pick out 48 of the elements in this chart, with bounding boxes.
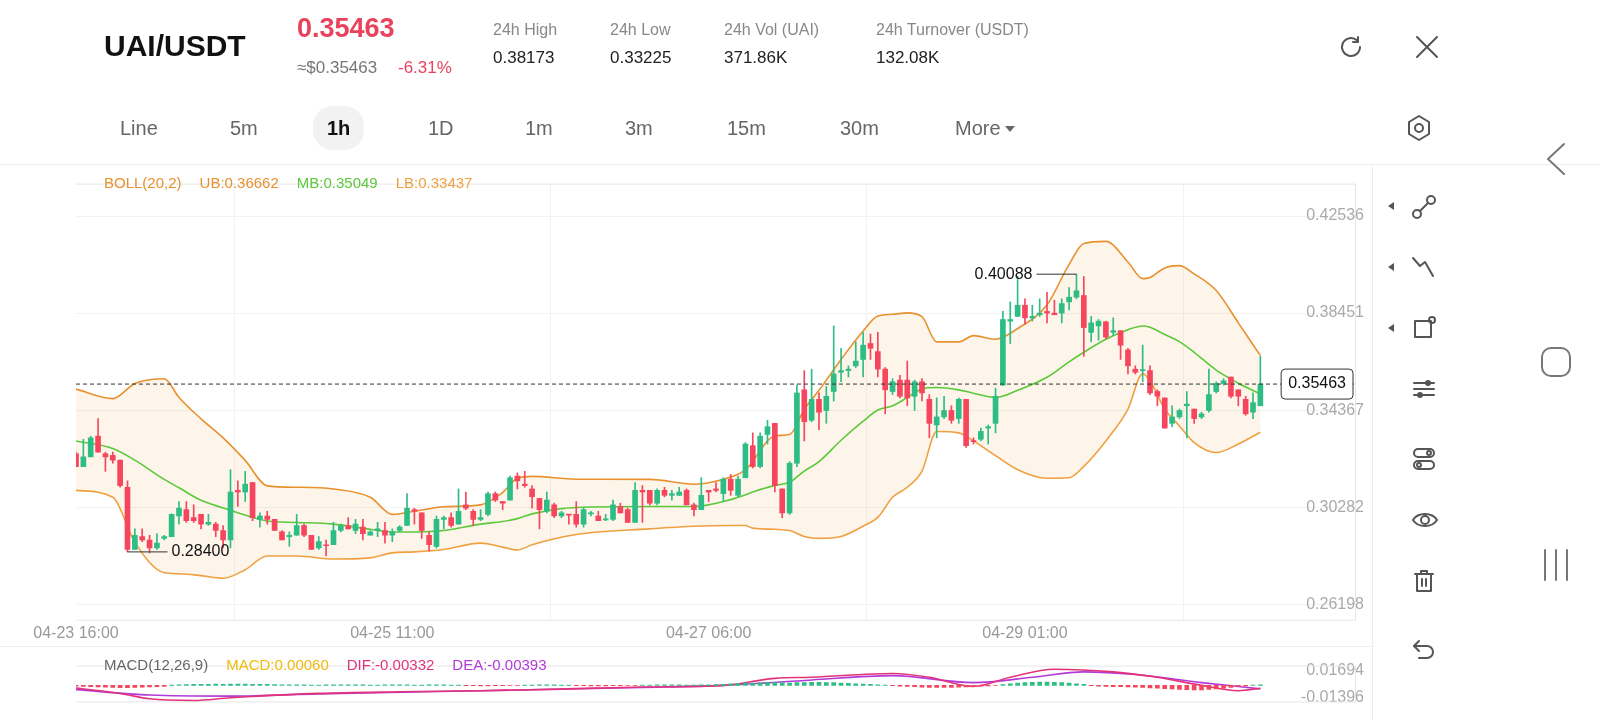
- text: 24h Turnover (USDT): [876, 20, 1029, 40]
- y-tick-label: 0.01694: [1306, 660, 1365, 678]
- candlestick: [161, 534, 168, 541]
- x-tick-label: 04-23 16:00: [33, 623, 119, 641]
- text: More: [955, 116, 1001, 140]
- candlestick: [838, 347, 844, 383]
- y-tick-label: 0.42536: [1306, 206, 1365, 224]
- candlestick: [440, 515, 447, 530]
- ref-line-label: 0.35463: [1288, 374, 1347, 392]
- text: 15m: [727, 116, 766, 140]
- annotation: 0.28400: [171, 542, 230, 560]
- text: 0.38173: [493, 48, 555, 69]
- y-tick-label: -0.01396: [1300, 688, 1365, 706]
- text: 5m: [230, 116, 258, 140]
- candlestick: [1161, 397, 1168, 429]
- text: Line: [120, 116, 158, 140]
- series-label: DEA:-0.00393: [452, 656, 547, 673]
- text: 0.35463: [297, 12, 395, 45]
- text: 0.33225: [610, 48, 672, 69]
- text: 371.86K: [724, 48, 788, 69]
- candlestick: [1110, 317, 1117, 336]
- legend-title: MACD(12,26,9): [104, 656, 209, 673]
- y-tick-label: 0.30282: [1306, 497, 1365, 515]
- x-tick-label: 04-29 01:00: [982, 623, 1068, 641]
- text: 1h: [313, 106, 365, 150]
- text: ≈$0.35463: [297, 58, 378, 79]
- text: 132.08K: [876, 48, 940, 69]
- legend-title: BOLL(20,2): [104, 174, 182, 191]
- x-tick-label: 04-25 11:00: [350, 623, 435, 641]
- y-tick-label: 0.26198: [1306, 594, 1365, 612]
- text: 24h Low: [610, 20, 671, 40]
- text: 3m: [625, 116, 653, 140]
- x-tick-label: 04-27 06:00: [665, 623, 752, 641]
- series-label: DIF:-0.00332: [346, 656, 435, 673]
- text: 1m: [525, 116, 553, 140]
- text: LB:0.33437: [395, 174, 473, 191]
- text: UAI/USDT: [104, 28, 246, 64]
- text: MB:0.35049: [296, 174, 378, 191]
- annotation: 0.40088: [974, 264, 1033, 282]
- series-label: MACD:0.00060: [226, 656, 329, 673]
- text: 24h Vol (UAI): [724, 20, 820, 40]
- text: 30m: [840, 116, 879, 140]
- text: 1D: [428, 116, 454, 140]
- text: -6.31%: [398, 58, 452, 79]
- text: UB:0.36662: [199, 174, 279, 191]
- y-tick-label: 0.34367: [1306, 400, 1365, 418]
- text: 24h High: [493, 20, 558, 40]
- y-tick-label: 0.38451: [1306, 303, 1365, 321]
